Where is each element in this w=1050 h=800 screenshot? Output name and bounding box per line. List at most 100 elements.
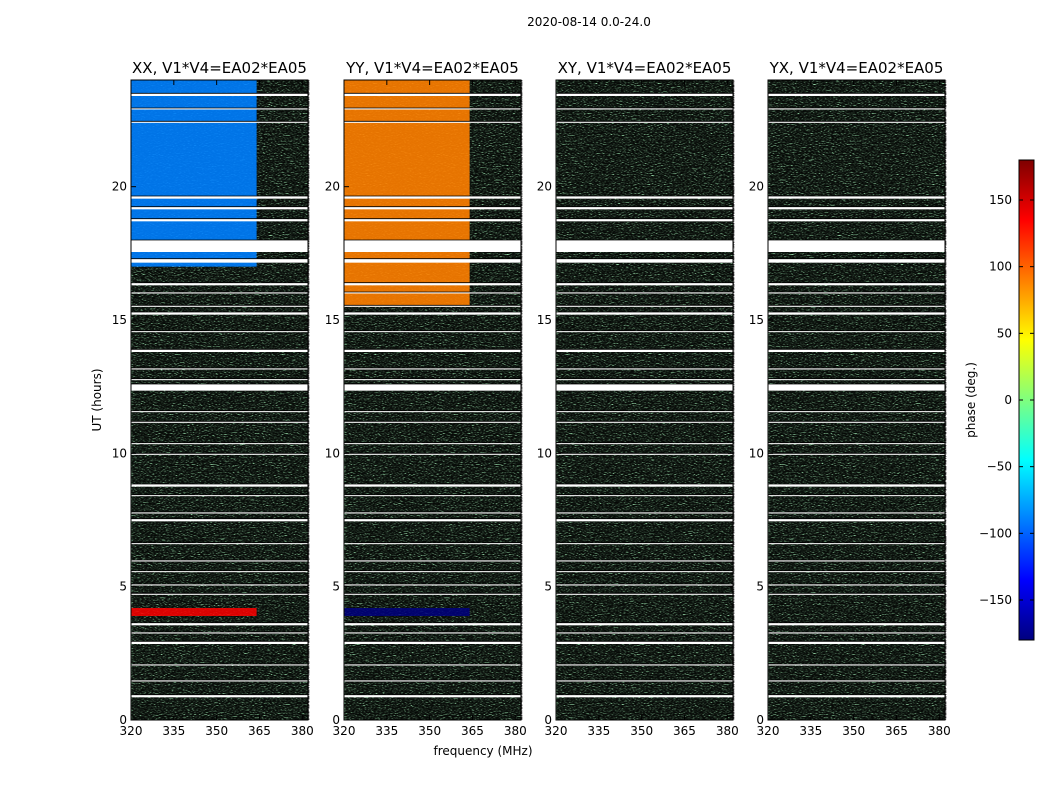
- flagged-row: [768, 680, 945, 682]
- flagged-row: [131, 641, 308, 644]
- y-tick-label: 0: [544, 713, 552, 727]
- flagged-row: [131, 560, 308, 562]
- flagged-row: [768, 282, 945, 286]
- flagged-row: [556, 641, 733, 644]
- flagged-row: [131, 196, 308, 199]
- flagged-row: [131, 694, 308, 698]
- flagged-row: [344, 442, 521, 445]
- panel-3: XY, V1*V4=EA02*EA05 320 335 350 365 380 0 5 10 15…: [537, 59, 739, 738]
- colorbar-tick-label: 0: [1004, 393, 1012, 407]
- flagged-row: [556, 410, 733, 413]
- flagged-row: [131, 632, 308, 634]
- x-tick-label: 320: [333, 724, 356, 738]
- panel-4: YX, V1*V4=EA02*EA05 320 335 350 365 380 0 5 10 15…: [749, 59, 951, 738]
- flagged-row: [556, 282, 733, 286]
- panel-frame: [767, 79, 946, 721]
- flagged-row: [131, 570, 308, 573]
- y-tick-label: 5: [119, 580, 127, 594]
- flagged-row: [131, 484, 308, 487]
- flagged-row: [768, 292, 945, 294]
- flagged-row: [131, 312, 308, 315]
- flagged-row: [768, 694, 945, 698]
- flagged-row: [556, 305, 733, 307]
- flagged-row: [768, 93, 945, 96]
- flagged-row: [556, 384, 733, 391]
- flagged-row: [768, 312, 945, 315]
- y-tick-label: 5: [756, 580, 764, 594]
- flagged-row: [556, 622, 733, 626]
- flagged-row: [131, 410, 308, 413]
- flagged-row: [768, 641, 945, 644]
- flagged-row: [344, 410, 521, 413]
- flagged-row: [131, 593, 308, 595]
- flagged-row: [344, 632, 521, 634]
- flagged-row: [556, 196, 733, 199]
- flagged-row: [344, 664, 521, 666]
- flagged-row: [344, 305, 521, 307]
- flagged-row: [344, 421, 521, 423]
- flagged-row: [556, 560, 733, 562]
- flagged-row: [131, 442, 308, 445]
- flagged-row: [556, 570, 733, 573]
- colorbar-ticks: 150 100 50 0 −50 −100 −150: [979, 193, 1034, 607]
- y-tick-label: 15: [325, 313, 340, 327]
- x-tick-label: 350: [418, 724, 441, 738]
- x-tick-label: 350: [205, 724, 228, 738]
- flagged-row: [131, 584, 308, 586]
- flagged-row: [768, 349, 945, 352]
- coherent-phase-region: [131, 80, 257, 267]
- flagged-row: [556, 694, 733, 698]
- flagged-row: [344, 312, 521, 315]
- flagged-row: [768, 584, 945, 586]
- figure-title: 2020-08-14 0.0-24.0: [527, 15, 651, 29]
- y-tick-label: 5: [332, 580, 340, 594]
- flagged-row: [344, 560, 521, 562]
- y-tick-label: 15: [537, 313, 552, 327]
- flagged-row: [344, 258, 521, 263]
- flagged-row: [556, 680, 733, 682]
- flagged-row: [556, 632, 733, 634]
- flagged-row: [131, 218, 308, 222]
- flagged-row: [131, 349, 308, 352]
- flagged-row: [556, 378, 733, 381]
- x-tick-label: 335: [375, 724, 398, 738]
- flagged-row: [131, 680, 308, 682]
- flagged-row: [131, 518, 308, 522]
- flagged-row: [131, 258, 308, 263]
- y-tick-label: 0: [332, 713, 340, 727]
- strong-phase-band: [344, 608, 470, 616]
- flagged-row: [344, 518, 521, 522]
- flagged-row: [768, 410, 945, 413]
- x-tick-label: 320: [120, 724, 143, 738]
- y-tick-label: 0: [119, 713, 127, 727]
- x-tick-label: 350: [842, 724, 865, 738]
- phase-noise-layer: [557, 80, 735, 720]
- flagged-row: [556, 330, 733, 333]
- y-tick-label: 15: [749, 313, 764, 327]
- flagged-row: [768, 218, 945, 222]
- x-tick-label: 380: [716, 724, 739, 738]
- flagged-row: [344, 240, 521, 252]
- flagged-row: [556, 206, 733, 210]
- flagged-row: [556, 93, 733, 96]
- coherent-phase-region: [344, 80, 470, 307]
- flagged-row: [344, 292, 521, 294]
- y-tick-label: 20: [537, 180, 552, 194]
- flagged-row: [768, 570, 945, 573]
- flagged-row: [768, 305, 945, 307]
- flagged-row: [131, 108, 308, 110]
- panels-group: XX, V1*V4=EA02*EA05 320 335 350 365 380 0 5 10 15…: [112, 59, 951, 738]
- flagged-row: [131, 292, 308, 294]
- flagged-row: [556, 108, 733, 110]
- flagged-row: [768, 632, 945, 634]
- flagged-row: [768, 240, 945, 252]
- y-tick-label: 0: [756, 713, 764, 727]
- flagged-row: [131, 240, 308, 252]
- y-tick-label: 10: [325, 446, 340, 460]
- flagged-row: [344, 512, 521, 514]
- flagged-row: [344, 378, 521, 381]
- flagged-row: [131, 494, 308, 497]
- flagged-row: [344, 484, 521, 487]
- colorbar-tick-label: −100: [979, 526, 1012, 540]
